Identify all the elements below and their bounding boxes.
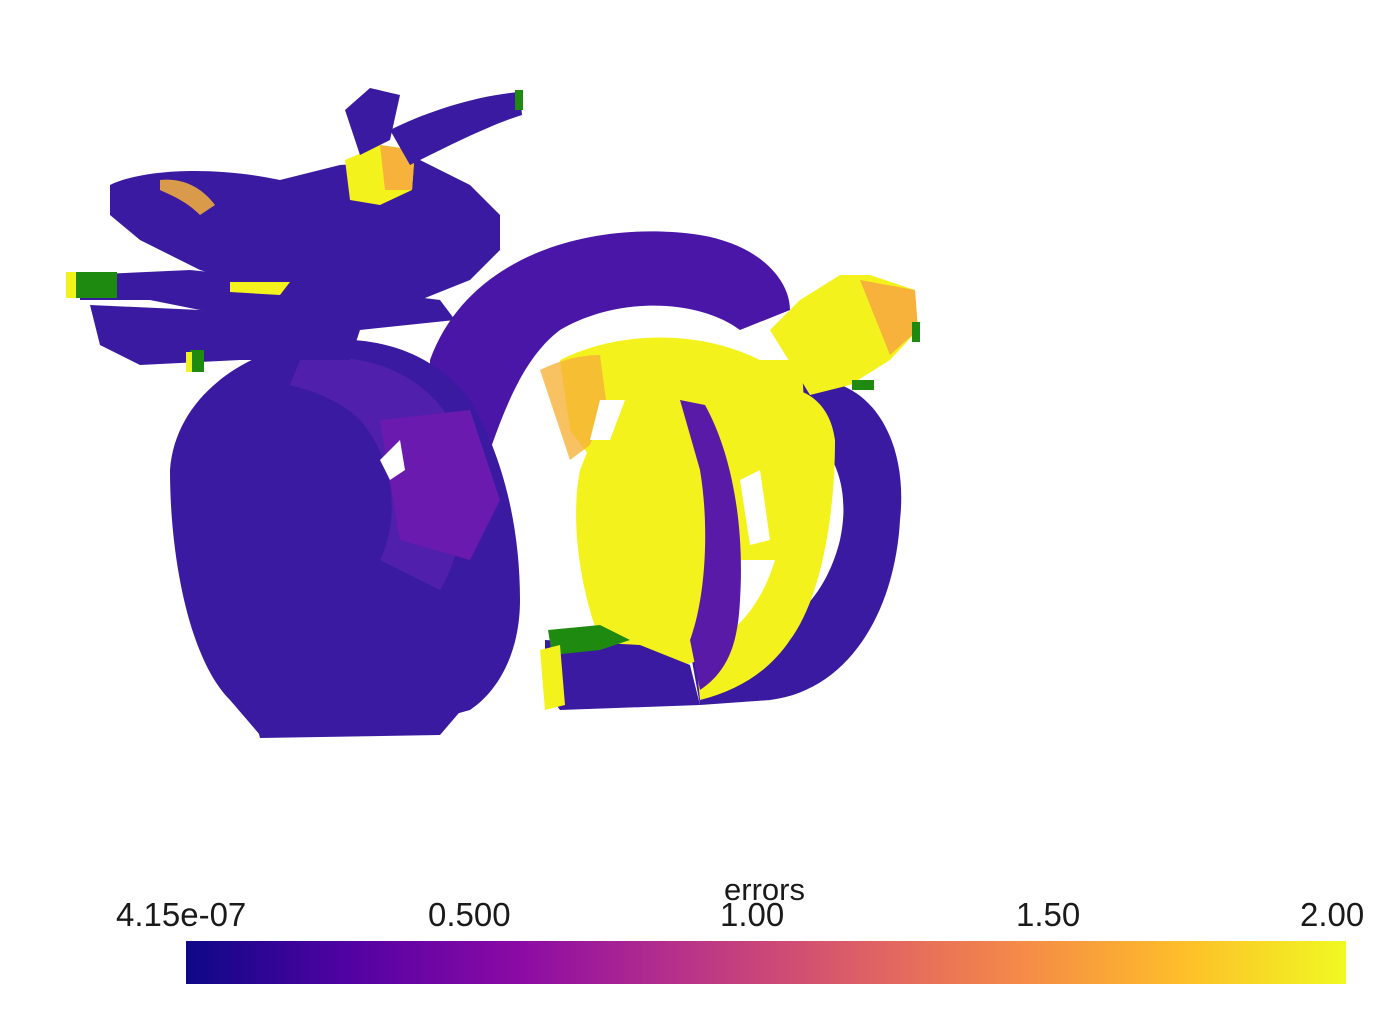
upper-jaw: [80, 270, 455, 330]
horn-tip-green: [515, 90, 523, 110]
dragon-mesh: [66, 88, 920, 738]
colorbar-title: errors: [724, 872, 805, 907]
head: [110, 160, 500, 300]
tail-coil: [690, 379, 902, 705]
colorbar-tick-max: 2.00: [1300, 896, 1365, 933]
neck-arch: [430, 231, 790, 480]
horn-right: [390, 92, 522, 165]
whisker-tip-green: [72, 272, 117, 298]
whisker-tip-yellow: [66, 272, 76, 298]
colorbar-gradient: [186, 941, 1346, 984]
paw-green-edge: [548, 625, 630, 655]
shoulder-gap: [380, 440, 405, 480]
colorbar-tick-1-5: 1.50: [1016, 896, 1081, 933]
leg-gap: [740, 470, 770, 545]
right-paw: [545, 640, 700, 710]
fin-tip-green: [912, 322, 920, 342]
snout-glow: [160, 179, 215, 215]
tail-tip-green: [852, 380, 874, 390]
colorbar-tick-min: 4.15e-07: [116, 896, 247, 933]
dorsal-fin-edge: [860, 280, 918, 355]
jaw-tip-green: [190, 350, 204, 372]
horn-left: [345, 88, 400, 155]
inner-ridge: [680, 400, 741, 690]
jaw-glow: [230, 282, 290, 295]
colorbar-tick-0-5: 0.500: [428, 896, 511, 933]
paw-yellow-edge: [540, 645, 565, 710]
lower-jaw: [90, 305, 360, 365]
colorbar-tick-1-0: 1.00: [720, 896, 785, 933]
belly-arch: [576, 412, 727, 680]
body-gap: [590, 400, 625, 440]
jaw-tip-yellow: [186, 352, 192, 372]
forearm: [380, 410, 500, 560]
front-paw: [250, 630, 470, 738]
